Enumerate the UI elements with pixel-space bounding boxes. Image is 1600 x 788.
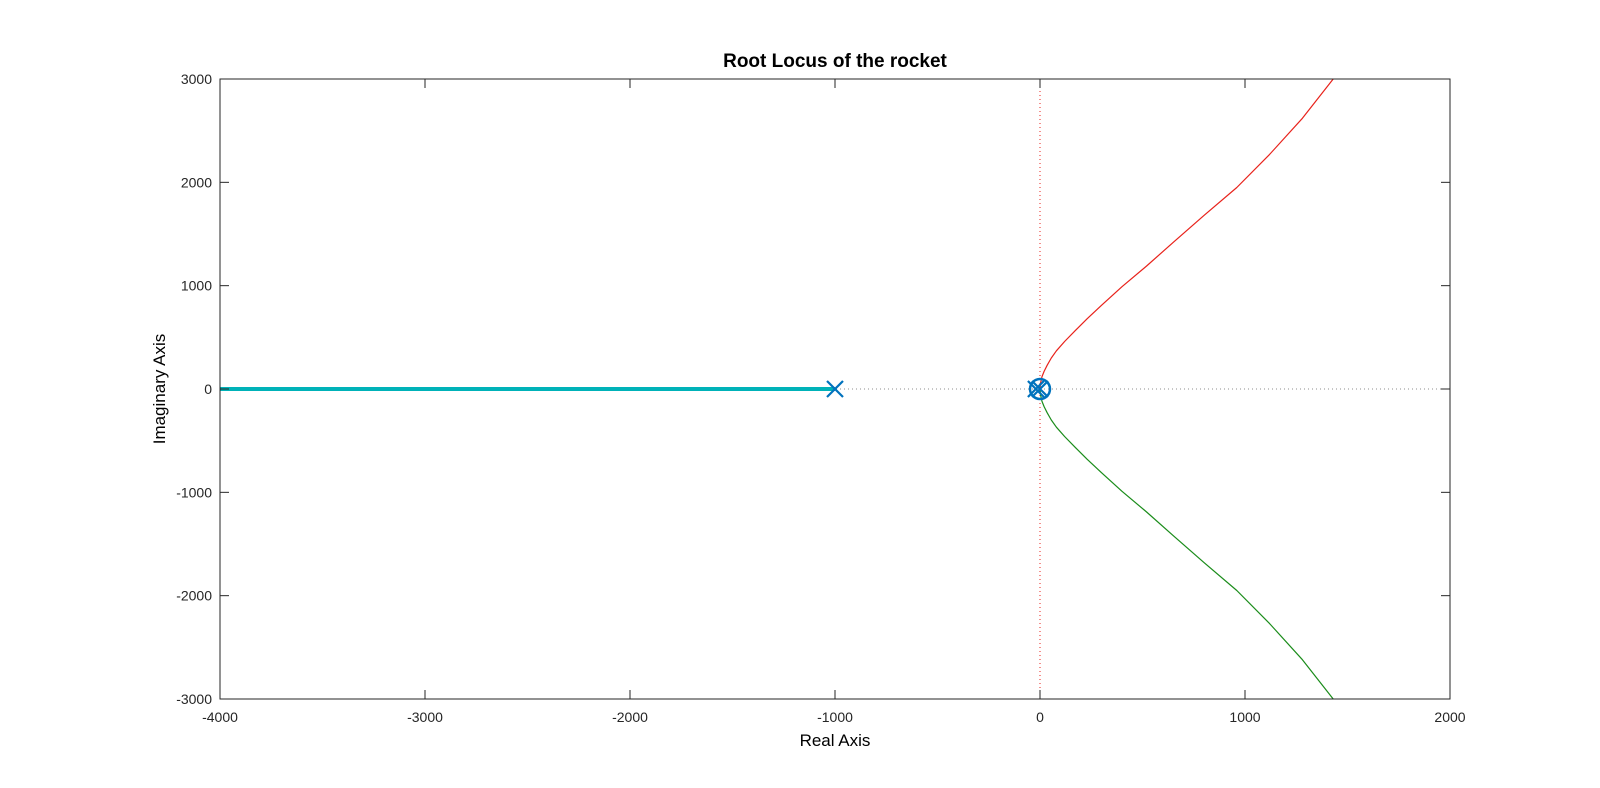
y-tick-label: 2000 — [181, 174, 212, 190]
locus-branch-2 — [1039, 78, 1334, 390]
axis-ticks — [219, 78, 1451, 700]
y-tick-label: 0 — [204, 381, 212, 397]
x-tick-label: 2000 — [1434, 709, 1465, 725]
x-tick-label: 1000 — [1229, 709, 1260, 725]
x-tick-label: 0 — [1036, 709, 1044, 725]
x-tick-label: -4000 — [202, 709, 238, 725]
pole-marker-1 — [826, 380, 844, 398]
y-tick-label: 3000 — [181, 71, 212, 87]
y-axis-title: Imaginary Axis — [150, 334, 169, 445]
x-tick-labels: -4000 -3000 -2000 -1000 0 1000 2000 — [202, 709, 1466, 725]
pole-zero-markers — [826, 377, 1052, 401]
y-tick-label: -3000 — [176, 691, 212, 707]
y-tick-label: 1000 — [181, 278, 212, 294]
x-axis-title: Real Axis — [800, 731, 871, 750]
y-tick-label: -2000 — [176, 588, 212, 604]
locus-branch-3 — [1039, 388, 1334, 700]
x-tick-label: -1000 — [817, 709, 853, 725]
zero-marker-1 — [1028, 377, 1052, 401]
pole-marker-3 — [1031, 380, 1049, 398]
chart-title: Root Locus of the rocket — [723, 51, 947, 72]
y-tick-labels: -3000 -2000 -1000 0 1000 2000 3000 — [176, 71, 212, 707]
x-tick-label: -2000 — [612, 709, 648, 725]
y-tick-label: -1000 — [176, 484, 212, 500]
x-tick-label: -3000 — [407, 709, 443, 725]
locus-branches — [220, 78, 1334, 700]
